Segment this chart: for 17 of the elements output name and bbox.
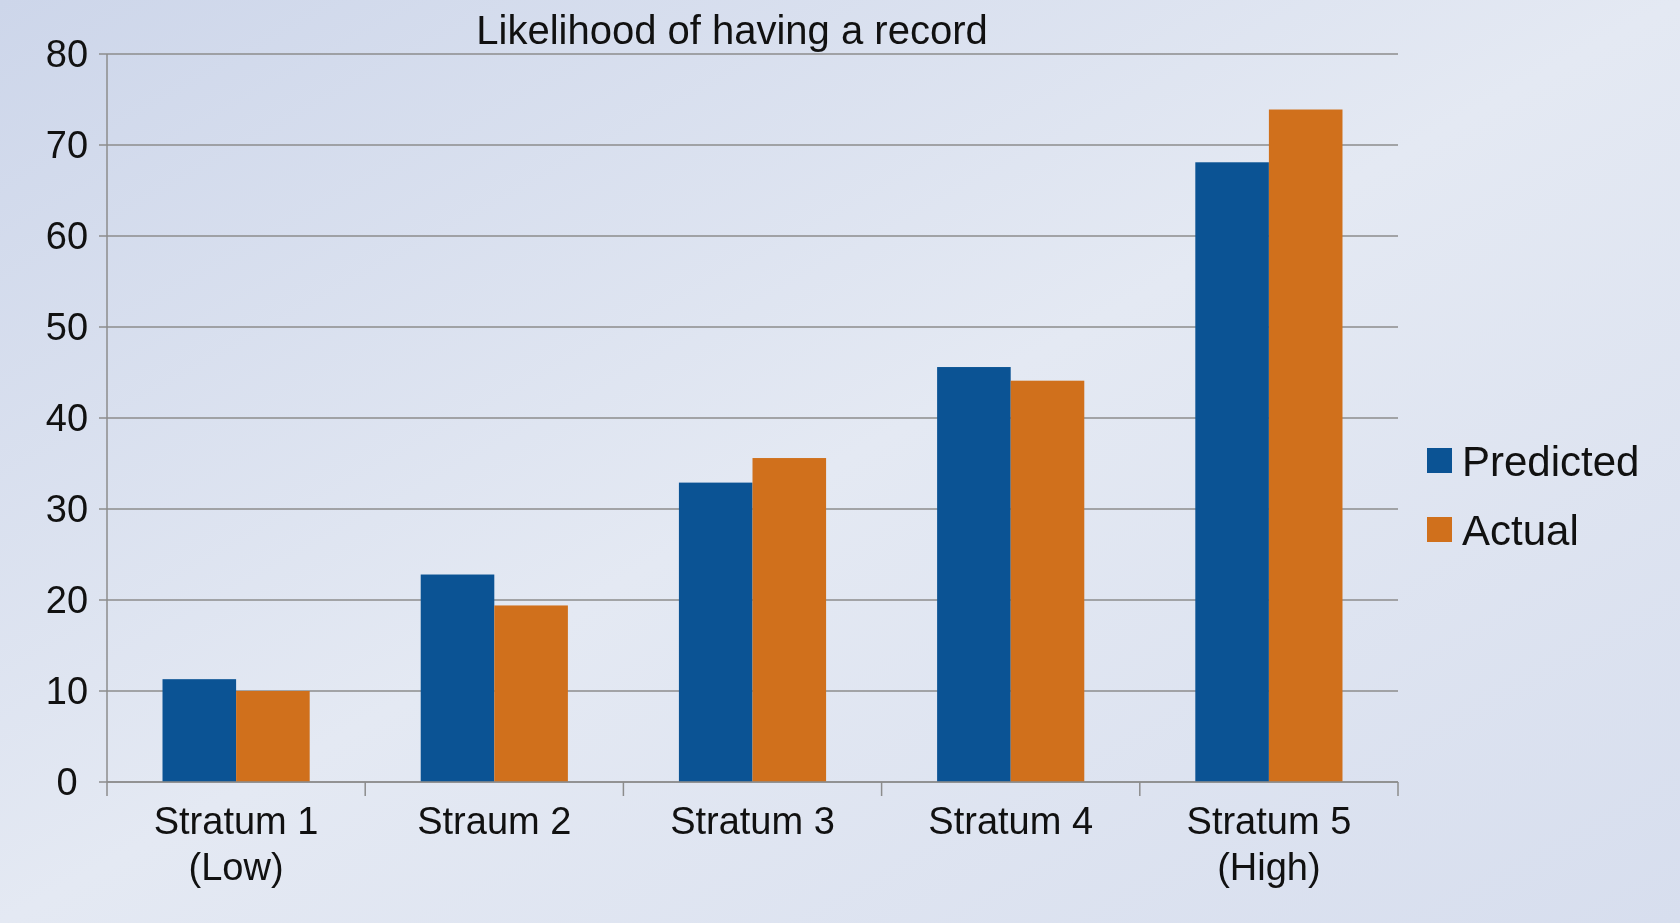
y-tick-label: 0 xyxy=(56,761,78,804)
y-tick-label: 20 xyxy=(45,579,89,622)
x-tick-label: Stratum 4 xyxy=(928,800,1094,842)
x-tick-label: Stratum 5 (High) xyxy=(1186,800,1352,888)
chart-title: Likelihood of having a record xyxy=(476,8,988,52)
y-tick-label: 80 xyxy=(45,33,89,76)
x-tick-label: Straum 2 xyxy=(417,800,572,842)
y-tick-label: 60 xyxy=(45,215,89,258)
y-tick-label: 30 xyxy=(45,488,89,531)
y-tick-label: 70 xyxy=(45,124,89,167)
y-tick-label: 10 xyxy=(45,670,89,713)
legend-label: Predicted xyxy=(1462,437,1640,485)
y-tick-label: 40 xyxy=(45,397,89,440)
x-tick-label: Stratum 3 xyxy=(670,800,835,842)
legend-label: Actual xyxy=(1462,506,1579,554)
y-tick-label: 50 xyxy=(45,306,89,349)
x-tick-label: Stratum 1 (Low) xyxy=(153,800,319,888)
